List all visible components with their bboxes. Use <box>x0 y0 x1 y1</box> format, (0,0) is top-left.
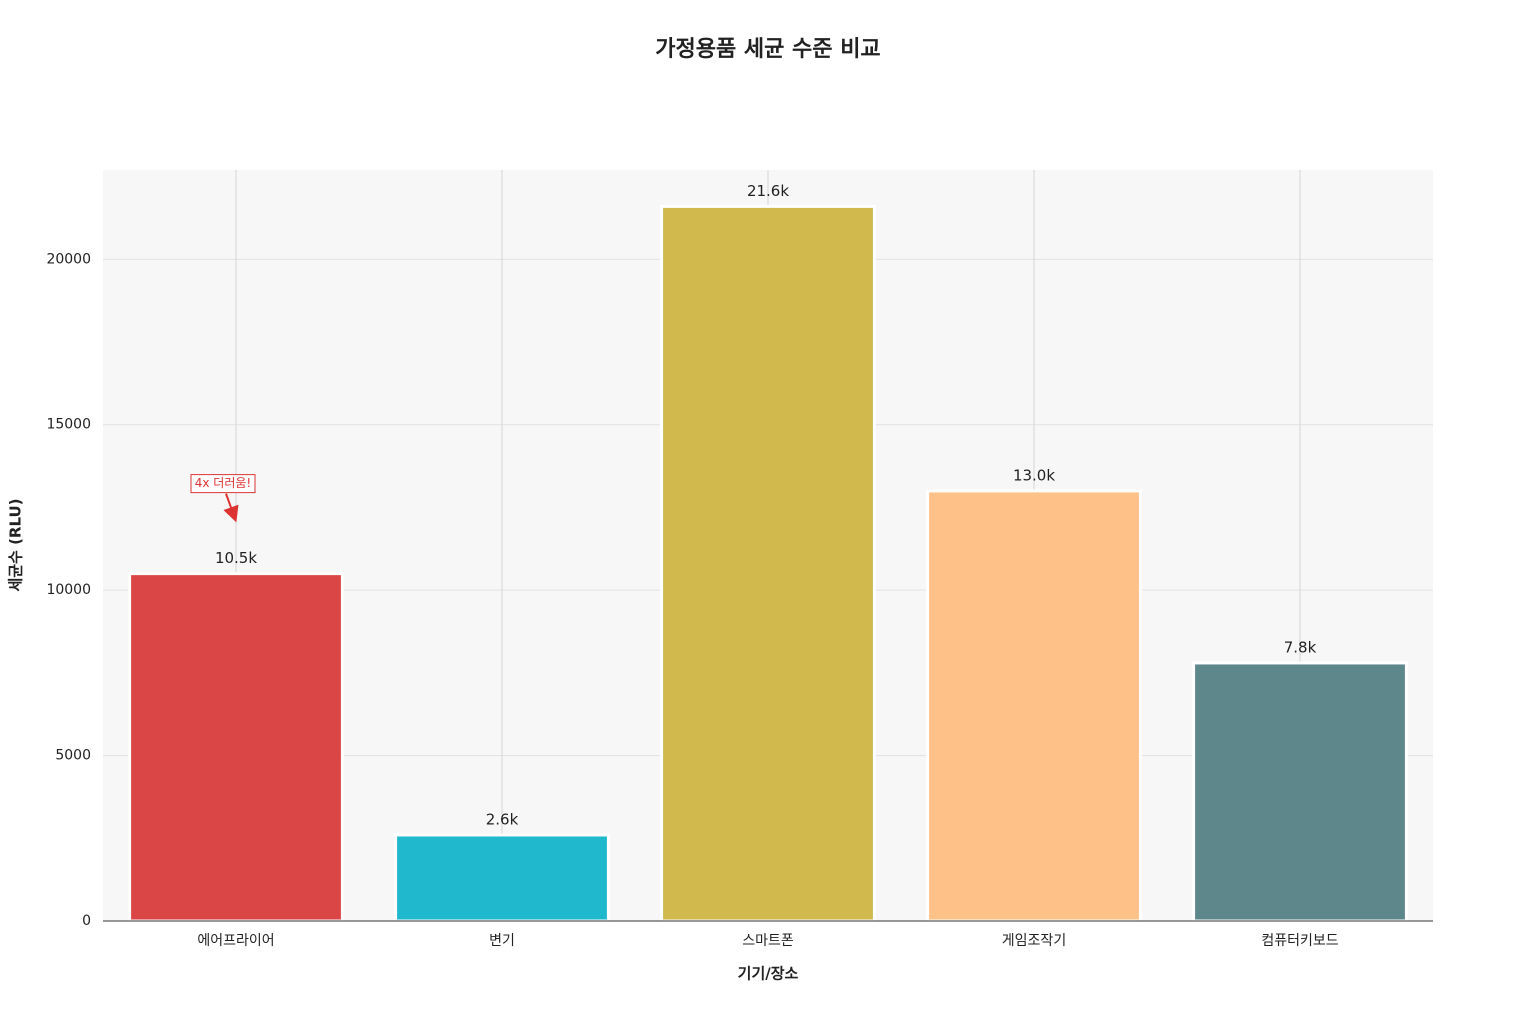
annotation-text: 4x 더러움! <box>195 476 251 490</box>
value-label: 2.6k <box>486 810 519 828</box>
annotation-arrow <box>223 493 239 523</box>
x-tick-label: 스마트폰 <box>742 933 794 949</box>
bar <box>926 489 1142 923</box>
y-axis-title: 세균수 (RLU) <box>7 498 25 591</box>
y-tick-label: 0 <box>82 913 91 929</box>
value-label: 21.6k <box>747 182 789 200</box>
x-tick-label: 게임조작기 <box>1002 933 1066 949</box>
x-tick-label: 에어프라이어 <box>197 933 274 949</box>
value-label: 10.5k <box>215 549 257 567</box>
x-tick-label: 변기 <box>489 933 515 949</box>
x-tick-label: 컴퓨터키보드 <box>1261 933 1338 949</box>
value-label: 13.0k <box>1013 466 1055 484</box>
bar <box>394 833 610 923</box>
bar <box>128 572 344 923</box>
chart-title: 가정용품 세균 수준 비교 <box>655 37 880 62</box>
y-tick-label: 5000 <box>55 748 91 764</box>
bar <box>660 204 876 923</box>
y-tick-label: 10000 <box>46 582 91 598</box>
y-tick-label: 15000 <box>46 417 91 433</box>
bar <box>1192 661 1408 923</box>
x-axis-title: 기기/장소 <box>738 965 799 983</box>
y-tick-label: 20000 <box>46 251 91 267</box>
annotation-box <box>190 474 256 494</box>
value-label: 7.8k <box>1284 638 1317 656</box>
